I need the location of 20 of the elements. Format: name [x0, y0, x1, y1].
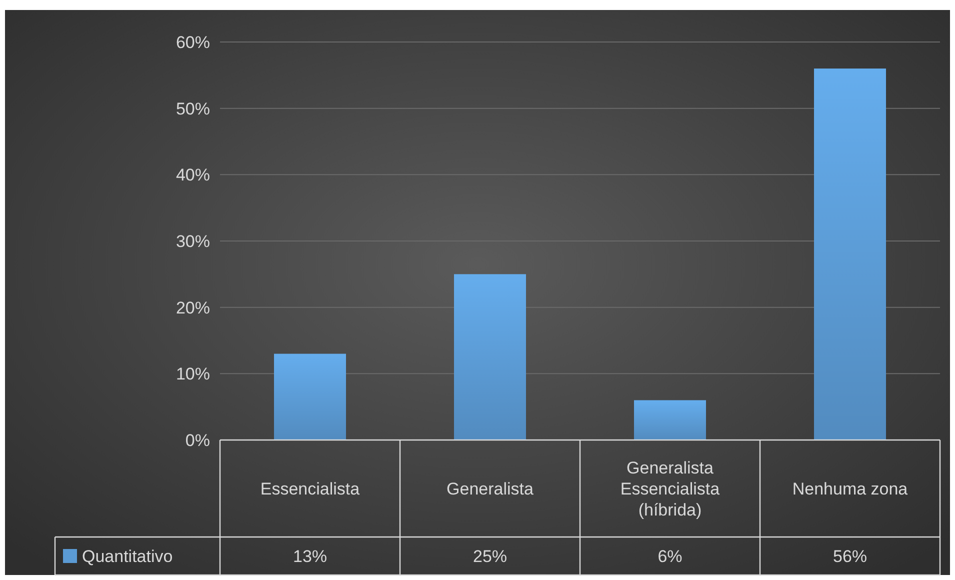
x-tick-label: Essencialista [260, 479, 360, 498]
data-label: 6% [658, 546, 682, 566]
y-tick-label: 50% [176, 99, 210, 118]
y-tick-label: 10% [176, 364, 210, 384]
legend-label: Quantitativo [82, 546, 173, 566]
x-tick-label: Generalista [446, 479, 534, 498]
y-tick-label: 30% [176, 232, 210, 251]
bar [274, 354, 346, 440]
data-label: 13% [292, 546, 328, 566]
y-tick-label: 20% [176, 298, 210, 318]
bar [814, 68, 886, 440]
x-tick-label: Generalista Essencialista (híbrida) [620, 458, 720, 520]
y-tick-label: 0% [185, 430, 210, 450]
bar [634, 400, 706, 440]
y-tick-label: 40% [176, 166, 210, 185]
data-label: 25% [472, 546, 508, 566]
x-tick-label: Nenhuma zona [792, 479, 908, 498]
bar [454, 274, 526, 440]
data-label: 56% [832, 546, 868, 566]
y-tick-label: 60% [176, 32, 210, 52]
